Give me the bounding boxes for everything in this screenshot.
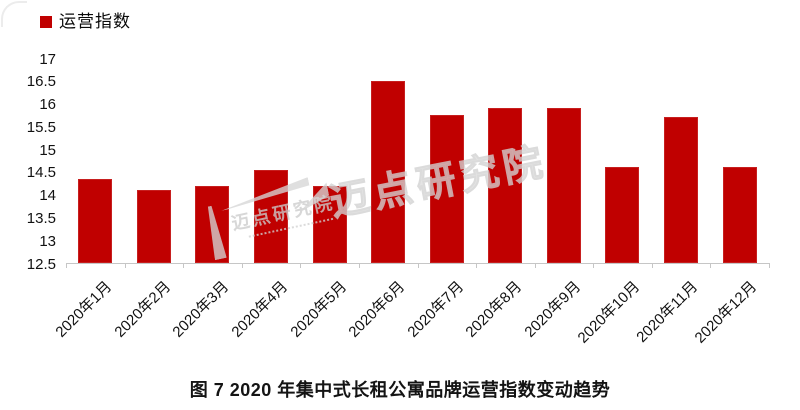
bar-2020年8月 [488,108,523,263]
bar-2020年11月 [664,117,699,263]
y-tick-label: 17 [39,50,56,68]
bar-2020年5月 [312,185,347,263]
x-axis-tick-mark [417,263,419,268]
bar-2020年1月 [78,178,113,263]
x-axis-tick-mark [183,263,185,268]
x-axis-tick-mark [358,263,360,268]
bar-2020年7月 [429,114,464,263]
plot-area: 迈点研究院 迈点研究院 [66,59,770,268]
y-tick-label: 14.5 [26,164,56,182]
y-tick-label: 13 [39,232,56,250]
x-axis-tick-mark [534,263,536,268]
bar-2020年12月 [722,167,757,263]
legend-swatch-icon [40,16,52,28]
y-tick-label: 16.5 [26,73,56,91]
y-tick-label: 15 [39,141,56,159]
x-axis-tick-mark [124,263,126,268]
x-axis-tick-mark [476,263,478,268]
x-axis-labels: 2020年1月 2020年2月 2020年3月 2020年4月 2020年5月 2020年… [53,270,769,365]
x-axis-tick-mark [651,263,653,268]
x-axis-tick-mark [710,263,712,268]
y-tick-label: 14 [39,187,56,205]
bar-cell-2020年3月 [183,59,242,263]
bar-cell-2020年10月 [593,59,652,263]
bar-cell-2020年1月 [66,59,125,263]
bar-cell-2020年7月 [417,59,476,263]
bar-cell-2020年6月 [359,59,418,263]
legend-label: 运营指数 [59,12,131,31]
bar-cell-2020年11月 [652,59,711,263]
bar-2020年10月 [605,167,640,263]
y-tick-label: 16 [39,96,56,114]
bar-cell-2020年2月 [125,59,184,263]
bar-2020年2月 [136,190,171,263]
y-tick-label: 15.5 [26,118,56,136]
y-tick-label: 12.5 [26,255,56,273]
x-axis-tick-mark [769,263,770,268]
bar-2020年3月 [195,185,230,263]
bar-cell-2020年8月 [476,59,535,263]
bar-2020年4月 [254,169,289,263]
bar-series [66,59,769,263]
bar-cell-2020年9月 [535,59,594,263]
x-axis-tick-mark [241,263,243,268]
figure-caption: 图 7 2020 年集中式长租公寓品牌运营指数变动趋势 [189,380,611,400]
bar-2020年9月 [546,108,581,263]
bar-cell-2020年12月 [710,59,769,263]
y-tick-label: 13.5 [26,209,56,227]
bar-cell-2020年5月 [300,59,359,263]
y-axis: 17 16.5 16 15.5 15 14.5 14 13.5 13 12.5 [0,51,56,273]
bar-cell-2020年4月 [242,59,301,263]
x-axis-tick-mark [300,263,302,268]
legend: 运营指数 [40,12,131,32]
card-corner-decoration [1,1,27,27]
bar-2020年6月 [371,80,406,263]
x-axis-ticks [66,263,770,268]
x-axis-tick-mark [66,263,67,268]
x-axis-tick-mark [593,263,595,268]
